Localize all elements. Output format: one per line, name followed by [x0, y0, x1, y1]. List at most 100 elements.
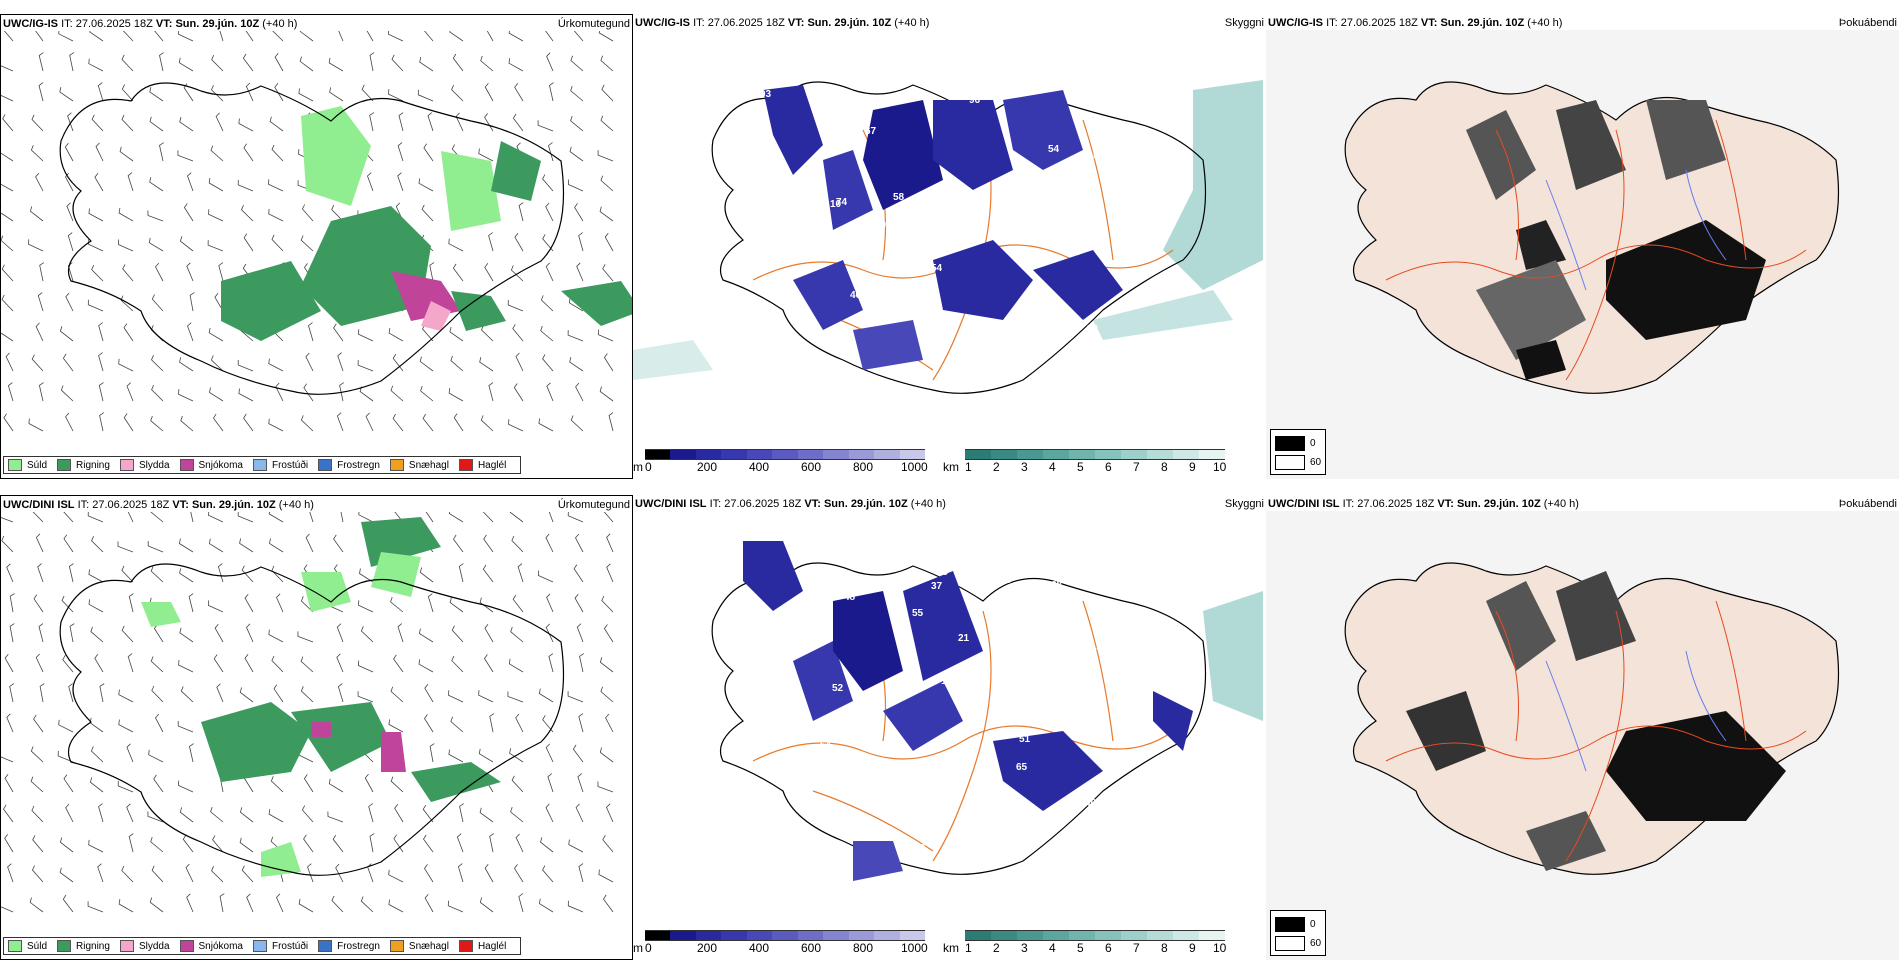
legend-swatch	[8, 459, 22, 471]
cloud-base-tick: 0	[645, 460, 652, 474]
wind-barb	[58, 719, 74, 733]
cloud-base-value: 54	[1048, 144, 1060, 155]
wind-barb	[239, 687, 254, 703]
wind-barb	[514, 83, 524, 102]
wind-barb	[569, 357, 584, 372]
visibility-tick: 8	[1161, 460, 1168, 474]
cloud-base-value: 69	[747, 698, 759, 709]
wind-barb	[600, 686, 614, 703]
vt-label: VT:	[172, 499, 189, 511]
cloud-base-value: 71	[1054, 209, 1066, 220]
wind-barb	[67, 112, 74, 132]
legend-label: Snjókoma	[198, 940, 243, 952]
cloud-base-colorbar: m 0 200 400 600 800 1000 km 1 2 3 4 5 6 …	[633, 449, 1266, 475]
wind-barb	[448, 690, 464, 703]
cloud-base-value: 92	[974, 340, 986, 351]
wind-barb	[576, 262, 584, 282]
wind-barb	[484, 82, 494, 102]
cloud-base-labels: 41 68 48 60 44 52 54 77 51 84 52 79 65 58 72 55 46 69 97 66…	[747, 567, 1108, 854]
wind-barb	[567, 179, 584, 192]
wind-barb	[397, 623, 404, 643]
wind-barb	[484, 624, 494, 643]
visibility-swatch	[1147, 449, 1173, 460]
model-name: UWC/DINI ISL	[3, 499, 75, 511]
wind-barb	[300, 235, 314, 252]
wind-barb	[608, 412, 614, 432]
cloud-base-swatch	[695, 930, 722, 941]
wind-barb	[482, 564, 494, 583]
wind-barb	[38, 382, 44, 402]
cloud-base-value: 99	[1116, 303, 1128, 314]
wind-barb	[299, 31, 314, 42]
wind-barb	[63, 534, 74, 553]
wind-barb	[336, 412, 344, 432]
wind-barb	[361, 84, 374, 102]
wind-barb	[89, 31, 104, 42]
legend-swatch	[318, 459, 333, 471]
panel-header: UWC/IG-IS IT: 27.06.2025 18Z VT: Sun. 29…	[1, 17, 632, 31]
wind-barb	[219, 893, 225, 913]
wind-barb	[150, 512, 164, 523]
wind-barb	[514, 233, 524, 252]
cloud-base-value: 113	[995, 575, 1012, 586]
wind-barb	[37, 292, 44, 312]
wind-barb	[28, 239, 44, 252]
cloud-base-value: 34	[996, 807, 1008, 818]
wind-barb	[87, 901, 104, 913]
wind-barb	[578, 713, 584, 733]
cloud-base-value: 55	[912, 608, 924, 619]
wind-barb	[98, 352, 104, 372]
wind-barb	[336, 623, 344, 643]
wind-barb	[1, 535, 14, 553]
wind-barb	[358, 512, 374, 523]
wind-barb	[327, 811, 344, 823]
wind-barb	[508, 31, 524, 42]
wind-barb	[128, 833, 134, 853]
visibility-tick: 10	[1213, 941, 1227, 955]
wind-barb	[602, 264, 614, 282]
wind-barb	[484, 263, 494, 282]
wind-barb	[1, 235, 14, 252]
wind-barb	[38, 82, 44, 102]
wind-barb	[388, 719, 404, 733]
wind-barb	[3, 804, 14, 823]
wind-barb	[66, 202, 74, 222]
cloud-base-tick: 400	[749, 941, 770, 955]
visibility-tick: 1	[965, 460, 972, 474]
cloud-base-value: 49	[904, 294, 916, 305]
wind-barb	[151, 865, 164, 883]
legend-label: Rigning	[76, 459, 110, 471]
cloud-base-swatch	[746, 930, 773, 941]
wind-barb	[418, 628, 434, 643]
iceland-coastline	[711, 562, 1207, 875]
wind-barb	[333, 534, 344, 553]
cloud-base-value: 54	[931, 263, 943, 274]
cloud-base-swatch	[899, 930, 925, 941]
wind-barb	[598, 869, 614, 883]
wind-barb	[179, 117, 194, 132]
wind-barb	[32, 512, 44, 523]
wind-barb	[603, 512, 614, 523]
cloud-base-tick: 600	[801, 460, 822, 474]
wind-barb	[452, 53, 464, 72]
wind-barb	[241, 205, 254, 222]
wind-barb	[4, 834, 14, 853]
init-time: 27.06.2025 18Z	[1357, 498, 1435, 510]
cloud-base-value: 55	[898, 575, 910, 586]
cloud-base-value: 72	[914, 843, 926, 854]
wind-barb	[62, 894, 74, 913]
cloud-base-swatch	[645, 449, 671, 460]
wind-barb	[422, 804, 434, 823]
fog-index-map	[1266, 30, 1899, 479]
wind-barb	[178, 389, 194, 402]
wind-barb	[38, 623, 44, 643]
wind-barb	[98, 322, 104, 342]
wind-barb	[118, 358, 134, 372]
wind-barb	[514, 864, 524, 883]
wind-barb	[489, 713, 495, 733]
wind-barb	[31, 114, 44, 132]
wind-barb	[420, 385, 434, 402]
wind-barb	[5, 352, 14, 372]
wind-barb	[244, 593, 254, 613]
wind-barb	[545, 202, 554, 222]
